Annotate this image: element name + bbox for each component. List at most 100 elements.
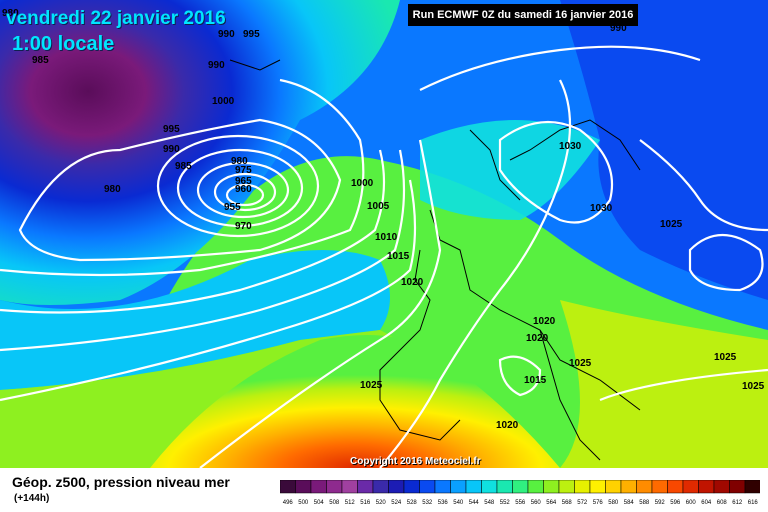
isobars xyxy=(0,45,768,468)
isobar-label: 1025 xyxy=(742,381,765,392)
scale-tick-label: 536 xyxy=(438,500,449,506)
scale-tick-label: 544 xyxy=(469,500,480,506)
scale-tick-label: 540 xyxy=(453,500,464,506)
scale-swatch xyxy=(605,480,622,494)
scale-swatch xyxy=(636,480,653,494)
isobar-label: 995 xyxy=(163,124,180,135)
subtropical-high xyxy=(150,335,560,468)
scale-tick-label: 588 xyxy=(639,500,650,506)
isobar-label: 1005 xyxy=(367,201,390,212)
run-info: Run ECMWF 0Z du samedi 16 janvier 2016 xyxy=(408,4,638,26)
isobar-label: 1025 xyxy=(714,352,737,363)
isobar-label: 990 xyxy=(218,29,235,40)
isobar-label: 990 xyxy=(610,23,627,34)
isobar-label: 1020 xyxy=(533,316,556,327)
scale-tick-label: 604 xyxy=(701,500,712,506)
isobar-label: 955 xyxy=(224,202,241,213)
scale-tick-label: 568 xyxy=(562,500,573,506)
scale-swatch xyxy=(419,480,436,494)
scale-tick-label: 612 xyxy=(732,500,743,506)
scale-swatch xyxy=(729,480,746,494)
copyright: Copyright 2016 Meteociel.fr xyxy=(350,456,481,467)
scale-tick-label: 552 xyxy=(500,500,511,506)
scale-tick-label: 516 xyxy=(360,500,371,506)
scale-swatch xyxy=(295,480,312,494)
scale-tick-label: 508 xyxy=(329,500,340,506)
isobar-label: 980 xyxy=(231,156,248,167)
scandinavia-band xyxy=(420,120,600,220)
scale-tick-label: 528 xyxy=(407,500,418,506)
legend-subtitle: (+144h) xyxy=(14,493,50,504)
scale-tick-label: 500 xyxy=(298,500,309,506)
scale-swatch xyxy=(651,480,668,494)
atlantic-low-region xyxy=(0,0,400,305)
scale-tick-label: 576 xyxy=(593,500,604,506)
isobar-label: 970 xyxy=(235,221,252,232)
isobar-label: 1030 xyxy=(590,203,613,214)
scale-tick-label: 496 xyxy=(283,500,294,506)
scale-tick-label: 560 xyxy=(531,500,542,506)
scale-swatch xyxy=(280,480,296,494)
scale-tick-label: 532 xyxy=(422,500,433,506)
scale-swatch xyxy=(496,480,513,494)
scale-tick-label: 592 xyxy=(655,500,666,506)
forecast-map: 980 990 995 990 985 990 1000 995 990 985… xyxy=(0,0,768,468)
scale-swatch xyxy=(372,480,389,494)
scale-swatch xyxy=(512,480,529,494)
scale-swatch xyxy=(744,480,760,494)
scale-swatch xyxy=(310,480,327,494)
scale-tick-label: 584 xyxy=(624,500,635,506)
scale-tick-label: 600 xyxy=(686,500,697,506)
scale-swatch xyxy=(698,480,715,494)
isobar-label: 1025 xyxy=(660,219,683,230)
isobar-label: 990 xyxy=(163,144,180,155)
scale-swatch xyxy=(434,480,451,494)
cyan-band xyxy=(0,250,390,390)
scale-tick-label: 524 xyxy=(391,500,402,506)
legend-bar: Géop. z500, pression niveau mer (+144h) … xyxy=(0,468,768,512)
isobar-label: 1030 xyxy=(559,141,582,152)
scale-tick-label: 608 xyxy=(717,500,728,506)
scale-swatch xyxy=(481,480,498,494)
scale-swatch xyxy=(589,480,606,494)
forecast-time: 1:00 locale xyxy=(12,33,115,55)
scale-tick-label: 520 xyxy=(376,500,387,506)
scale-swatch xyxy=(620,480,637,494)
scale-tick-label: 580 xyxy=(608,500,619,506)
isobar-label: 1015 xyxy=(524,375,547,386)
isobar-label: 1025 xyxy=(360,380,383,391)
isobar-label: 1020 xyxy=(496,420,519,431)
coastlines xyxy=(229,59,641,461)
isobar-label: 965 xyxy=(235,176,252,187)
isobar-label: 980 xyxy=(104,184,121,195)
scale-tick-label: 556 xyxy=(515,500,526,506)
scale-swatch xyxy=(326,480,343,494)
scale-tick-label: 512 xyxy=(345,500,356,506)
scale-tick-label: 548 xyxy=(484,500,495,506)
scale-swatch xyxy=(682,480,699,494)
scale-swatch xyxy=(450,480,467,494)
scale-swatch xyxy=(341,480,358,494)
isobar-label: 1010 xyxy=(375,232,398,243)
isobar-label: 1025 xyxy=(569,358,592,369)
scale-swatch xyxy=(558,480,575,494)
isobar-label: 980 xyxy=(2,8,19,19)
isobar-label: 960 xyxy=(235,184,252,195)
legend-title: Géop. z500, pression niveau mer xyxy=(12,474,230,490)
scale-tick-label: 572 xyxy=(577,500,588,506)
isobar-label: 990 xyxy=(208,60,225,71)
isobar-label: 1000 xyxy=(351,178,374,189)
scale-swatch xyxy=(403,480,420,494)
east-low-region xyxy=(560,0,768,300)
scale-tick-label: 596 xyxy=(670,500,681,506)
scale-swatch xyxy=(357,480,374,494)
scale-swatch xyxy=(667,480,684,494)
isobar-label: 1020 xyxy=(401,277,424,288)
isobar-label: 1020 xyxy=(526,333,549,344)
scale-swatch xyxy=(543,480,560,494)
scale-swatch xyxy=(465,480,482,494)
scale-tick-label: 504 xyxy=(314,500,325,506)
color-scale: 496 500 504 508 512 516 520 524 528 532 536 540 544 5… xyxy=(280,480,760,506)
isobar-label: 1015 xyxy=(387,251,410,262)
